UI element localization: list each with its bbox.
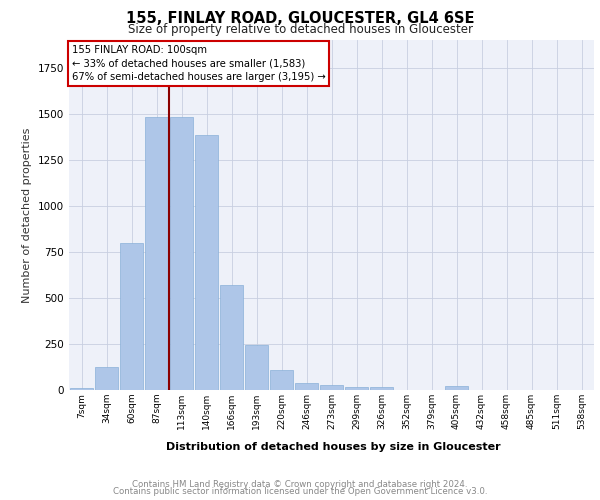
Text: 155 FINLAY ROAD: 100sqm
← 33% of detached houses are smaller (1,583)
67% of semi: 155 FINLAY ROAD: 100sqm ← 33% of detache…: [71, 46, 325, 82]
Bar: [170, 118, 193, 390]
Text: 155, FINLAY ROAD, GLOUCESTER, GL4 6SE: 155, FINLAY ROAD, GLOUCESTER, GL4 6SE: [126, 11, 474, 26]
Bar: [445, 386, 468, 390]
Bar: [295, 382, 318, 390]
Bar: [270, 370, 293, 390]
Bar: [220, 285, 243, 390]
Bar: [70, 388, 93, 390]
Bar: [120, 242, 143, 390]
Text: Distribution of detached houses by size in Gloucester: Distribution of detached houses by size …: [166, 442, 500, 452]
Text: Contains HM Land Registry data © Crown copyright and database right 2024.: Contains HM Land Registry data © Crown c…: [132, 480, 468, 489]
Bar: [370, 386, 393, 390]
Bar: [95, 367, 118, 390]
Y-axis label: Number of detached properties: Number of detached properties: [22, 128, 32, 302]
Bar: [245, 345, 268, 390]
Bar: [145, 118, 168, 390]
Bar: [320, 385, 343, 390]
Bar: [345, 386, 368, 390]
Text: Contains public sector information licensed under the Open Government Licence v3: Contains public sector information licen…: [113, 487, 487, 496]
Text: Size of property relative to detached houses in Gloucester: Size of property relative to detached ho…: [128, 22, 473, 36]
Bar: [195, 135, 218, 390]
